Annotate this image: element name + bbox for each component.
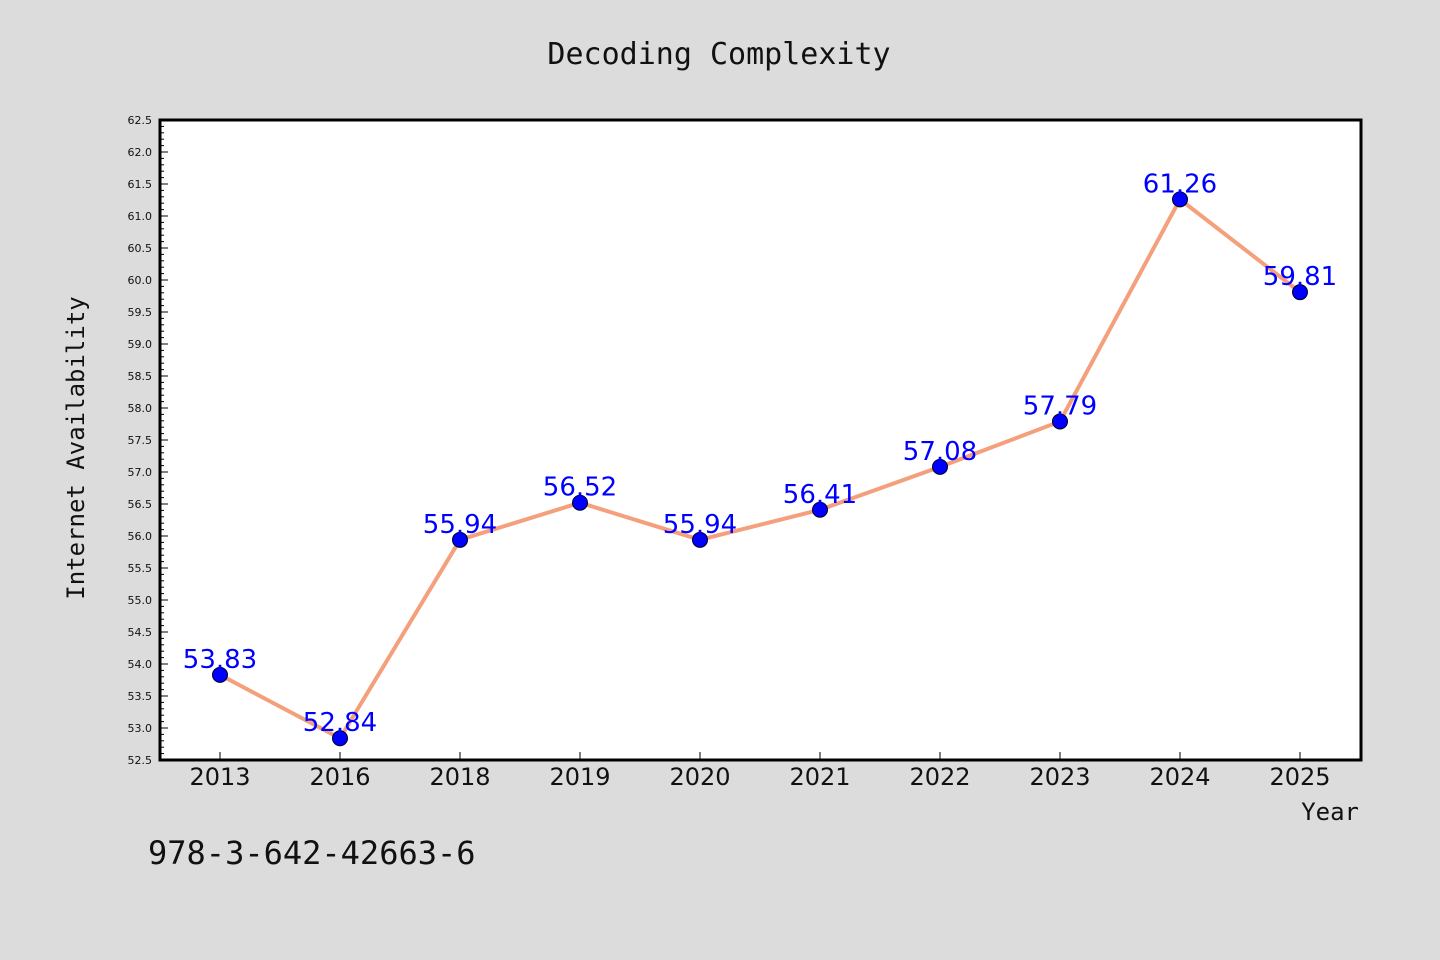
- data-label: 57.08: [903, 437, 977, 467]
- y-tick-label: 54.5: [128, 626, 153, 639]
- data-label: 61.26: [1143, 169, 1217, 199]
- y-tick-label: 59.5: [128, 306, 153, 319]
- data-point: [692, 531, 708, 548]
- y-tick-label: 52.5: [128, 754, 153, 767]
- data-point: [212, 666, 228, 683]
- data-label: 55.94: [423, 510, 497, 540]
- x-axis-ticks: 2013 2016 2018 2019 2020 2021 2022 2023 2024 2025: [189, 752, 1331, 791]
- data-label: 55.94: [663, 510, 737, 540]
- plot-frame: [158, 118, 1363, 762]
- y-axis-ticks: 52.5 53.0 53.5 54.0 54.5 55.0 55.5 56.0 56.5 57.0…: [128, 114, 168, 767]
- y-tick-label: 55.0: [128, 594, 153, 607]
- y-tick-label: 56.0: [128, 530, 153, 543]
- y-tick-label: 60.0: [128, 274, 153, 287]
- x-tick-label: 2013: [189, 763, 250, 791]
- x-tick-label: 2022: [909, 763, 970, 791]
- y-tick-label: 54.0: [128, 658, 153, 671]
- data-label: 59.81: [1263, 262, 1337, 292]
- x-tick-label: 2021: [789, 763, 850, 791]
- data-point: [812, 501, 828, 518]
- data-point: [332, 730, 348, 747]
- data-label: 52.84: [303, 708, 377, 738]
- y-tick-label: 56.5: [128, 498, 153, 511]
- x-tick-label: 2023: [1029, 763, 1090, 791]
- data-label: 56.52: [543, 473, 617, 503]
- y-tick-label: 53.0: [128, 722, 153, 735]
- x-tick-label: 2019: [549, 763, 610, 791]
- data-label: 53.83: [183, 645, 257, 675]
- data-point: [1292, 284, 1308, 301]
- y-tick-label: 61.0: [128, 210, 153, 223]
- x-axis-label: Year: [1301, 798, 1359, 826]
- y-tick-label: 57.5: [128, 434, 153, 447]
- chart-title: Decoding Complexity: [547, 37, 890, 72]
- x-tick-label: 2024: [1149, 763, 1210, 791]
- x-tick-label: 2018: [429, 763, 490, 791]
- data-label: 56.41: [783, 480, 857, 510]
- footer-isbn: 978-3-642-42663-6: [148, 834, 476, 872]
- y-tick-label: 53.5: [128, 690, 153, 703]
- data-label: 57.79: [1023, 391, 1097, 421]
- series-line: [219, 197, 1302, 741]
- data-point: [1172, 191, 1188, 208]
- y-tick-label: 61.5: [128, 178, 153, 191]
- y-axis-label: Internet Availability: [62, 296, 90, 599]
- data-point: [1052, 413, 1068, 430]
- y-tick-label: 58.0: [128, 402, 153, 415]
- data-point: [932, 458, 948, 475]
- x-tick-label: 2025: [1269, 763, 1330, 791]
- y-tick-label: 62.5: [128, 114, 153, 127]
- y-tick-label: 59.0: [128, 338, 153, 351]
- x-tick-label: 2016: [309, 763, 370, 791]
- y-tick-label: 60.5: [128, 242, 153, 255]
- y-tick-label: 57.0: [128, 466, 153, 479]
- data-point: [452, 531, 468, 548]
- plot-area: [160, 120, 1361, 760]
- y-tick-label: 58.5: [128, 370, 153, 383]
- x-tick-label: 2020: [669, 763, 730, 791]
- series-1: 53.83 52.84 55.94 56.52 55.94 56.41 57.08 57.79…: [183, 169, 1337, 747]
- data-point: [572, 494, 588, 511]
- y-tick-label: 55.5: [128, 562, 153, 575]
- y-tick-label: 62.0: [128, 146, 153, 159]
